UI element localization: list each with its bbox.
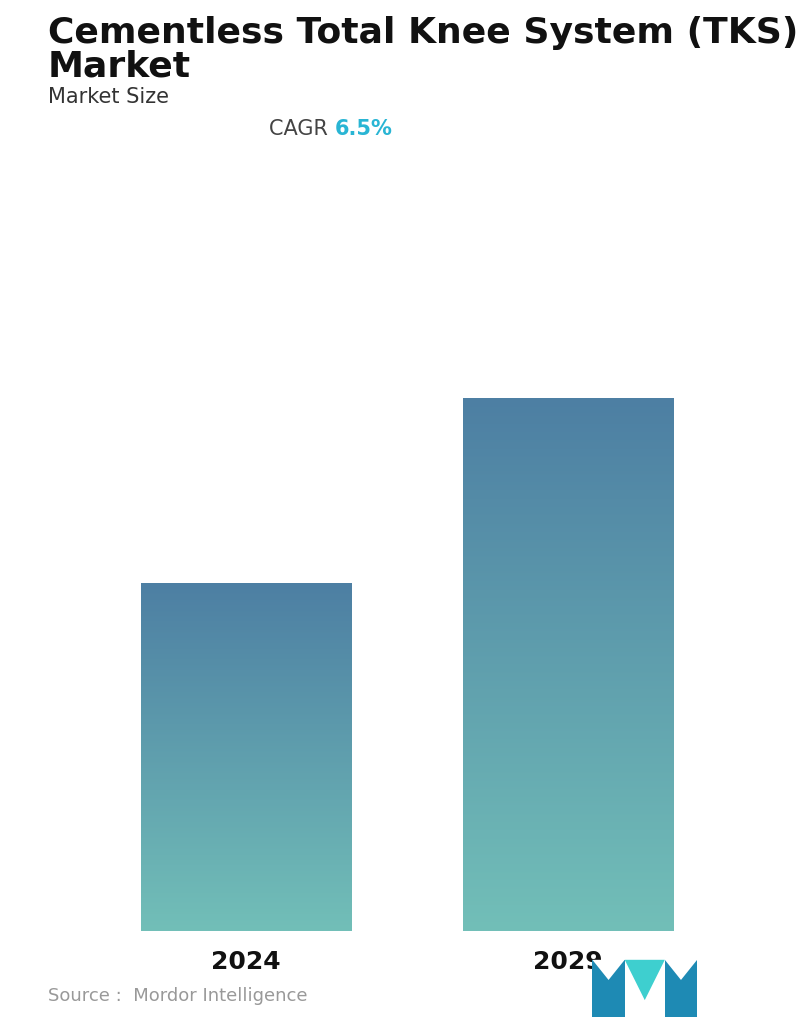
Polygon shape <box>592 960 625 980</box>
Text: Market: Market <box>48 50 191 84</box>
Polygon shape <box>625 960 665 1000</box>
Polygon shape <box>665 960 697 980</box>
Text: Market Size: Market Size <box>48 87 169 107</box>
Polygon shape <box>592 960 625 1017</box>
Text: Source :  Mordor Intelligence: Source : Mordor Intelligence <box>48 987 307 1005</box>
Text: Cementless Total Knee System (TKS): Cementless Total Knee System (TKS) <box>48 16 796 50</box>
Text: 6.5%: 6.5% <box>334 119 392 139</box>
Text: CAGR: CAGR <box>269 119 334 139</box>
Polygon shape <box>665 960 697 1017</box>
